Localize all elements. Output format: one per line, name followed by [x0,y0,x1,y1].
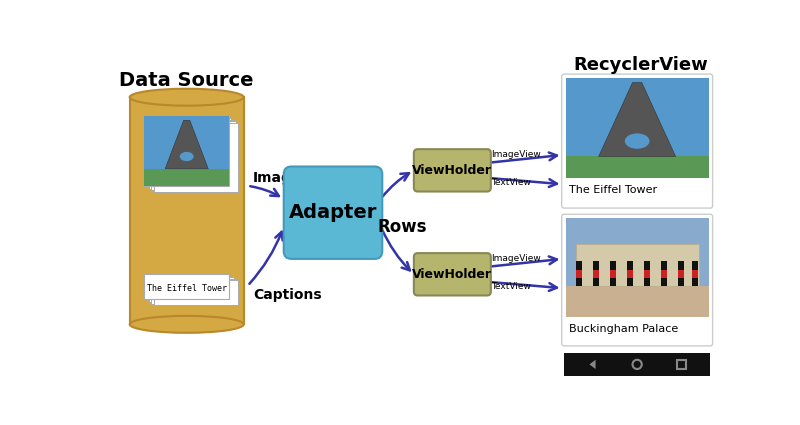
FancyBboxPatch shape [644,261,650,272]
FancyBboxPatch shape [594,270,599,278]
FancyBboxPatch shape [566,78,709,178]
FancyBboxPatch shape [149,278,234,302]
FancyBboxPatch shape [692,261,698,272]
Text: TextView: TextView [491,282,530,291]
FancyBboxPatch shape [594,278,599,286]
FancyBboxPatch shape [154,280,238,305]
FancyBboxPatch shape [151,121,236,190]
Polygon shape [590,360,595,369]
FancyBboxPatch shape [661,270,667,278]
FancyBboxPatch shape [414,253,491,295]
FancyBboxPatch shape [627,270,634,278]
Text: Captions: Captions [253,288,322,302]
FancyBboxPatch shape [594,261,599,272]
FancyBboxPatch shape [576,270,582,278]
FancyBboxPatch shape [562,74,713,208]
FancyBboxPatch shape [566,218,709,317]
Polygon shape [165,120,208,169]
FancyBboxPatch shape [644,278,650,286]
Text: The Eiffel Tower: The Eiffel Tower [146,283,226,293]
FancyBboxPatch shape [154,122,238,192]
Ellipse shape [130,316,244,333]
FancyBboxPatch shape [151,279,236,303]
FancyBboxPatch shape [575,244,698,286]
FancyBboxPatch shape [692,278,698,286]
Text: Adapter: Adapter [289,203,377,222]
Text: ViewHolder: ViewHolder [412,164,492,177]
FancyBboxPatch shape [678,261,684,272]
FancyBboxPatch shape [610,278,616,286]
FancyBboxPatch shape [678,270,684,278]
FancyBboxPatch shape [678,278,684,286]
FancyBboxPatch shape [562,214,713,346]
FancyBboxPatch shape [644,270,650,278]
FancyBboxPatch shape [144,116,229,186]
Text: RecyclerView: RecyclerView [574,56,708,74]
Text: ImageView: ImageView [491,150,541,159]
FancyBboxPatch shape [627,261,634,272]
FancyBboxPatch shape [414,149,491,192]
Text: Rows: Rows [378,218,427,235]
FancyBboxPatch shape [144,169,229,186]
FancyBboxPatch shape [130,97,244,324]
Ellipse shape [180,152,194,161]
FancyBboxPatch shape [627,278,634,286]
Text: Buckingham Palace: Buckingham Palace [569,324,678,334]
Polygon shape [598,82,676,156]
Text: ImageView: ImageView [491,255,541,264]
Ellipse shape [130,89,244,106]
FancyBboxPatch shape [564,353,710,376]
FancyBboxPatch shape [144,116,229,186]
Ellipse shape [625,133,650,149]
Text: Data Source: Data Source [119,71,254,90]
FancyBboxPatch shape [661,278,667,286]
FancyBboxPatch shape [661,261,667,272]
FancyBboxPatch shape [149,119,234,189]
FancyBboxPatch shape [144,274,229,299]
Text: ViewHolder: ViewHolder [412,268,492,281]
FancyBboxPatch shape [610,261,616,272]
FancyBboxPatch shape [146,276,231,300]
Text: Images: Images [253,171,310,185]
FancyBboxPatch shape [146,118,231,187]
FancyBboxPatch shape [284,167,382,259]
Text: TextView: TextView [491,178,530,187]
FancyBboxPatch shape [566,286,709,317]
Text: The Eiffel Tower: The Eiffel Tower [569,185,657,196]
FancyBboxPatch shape [692,270,698,278]
FancyBboxPatch shape [610,270,616,278]
FancyBboxPatch shape [576,261,582,272]
FancyBboxPatch shape [566,156,709,178]
FancyBboxPatch shape [576,278,582,286]
